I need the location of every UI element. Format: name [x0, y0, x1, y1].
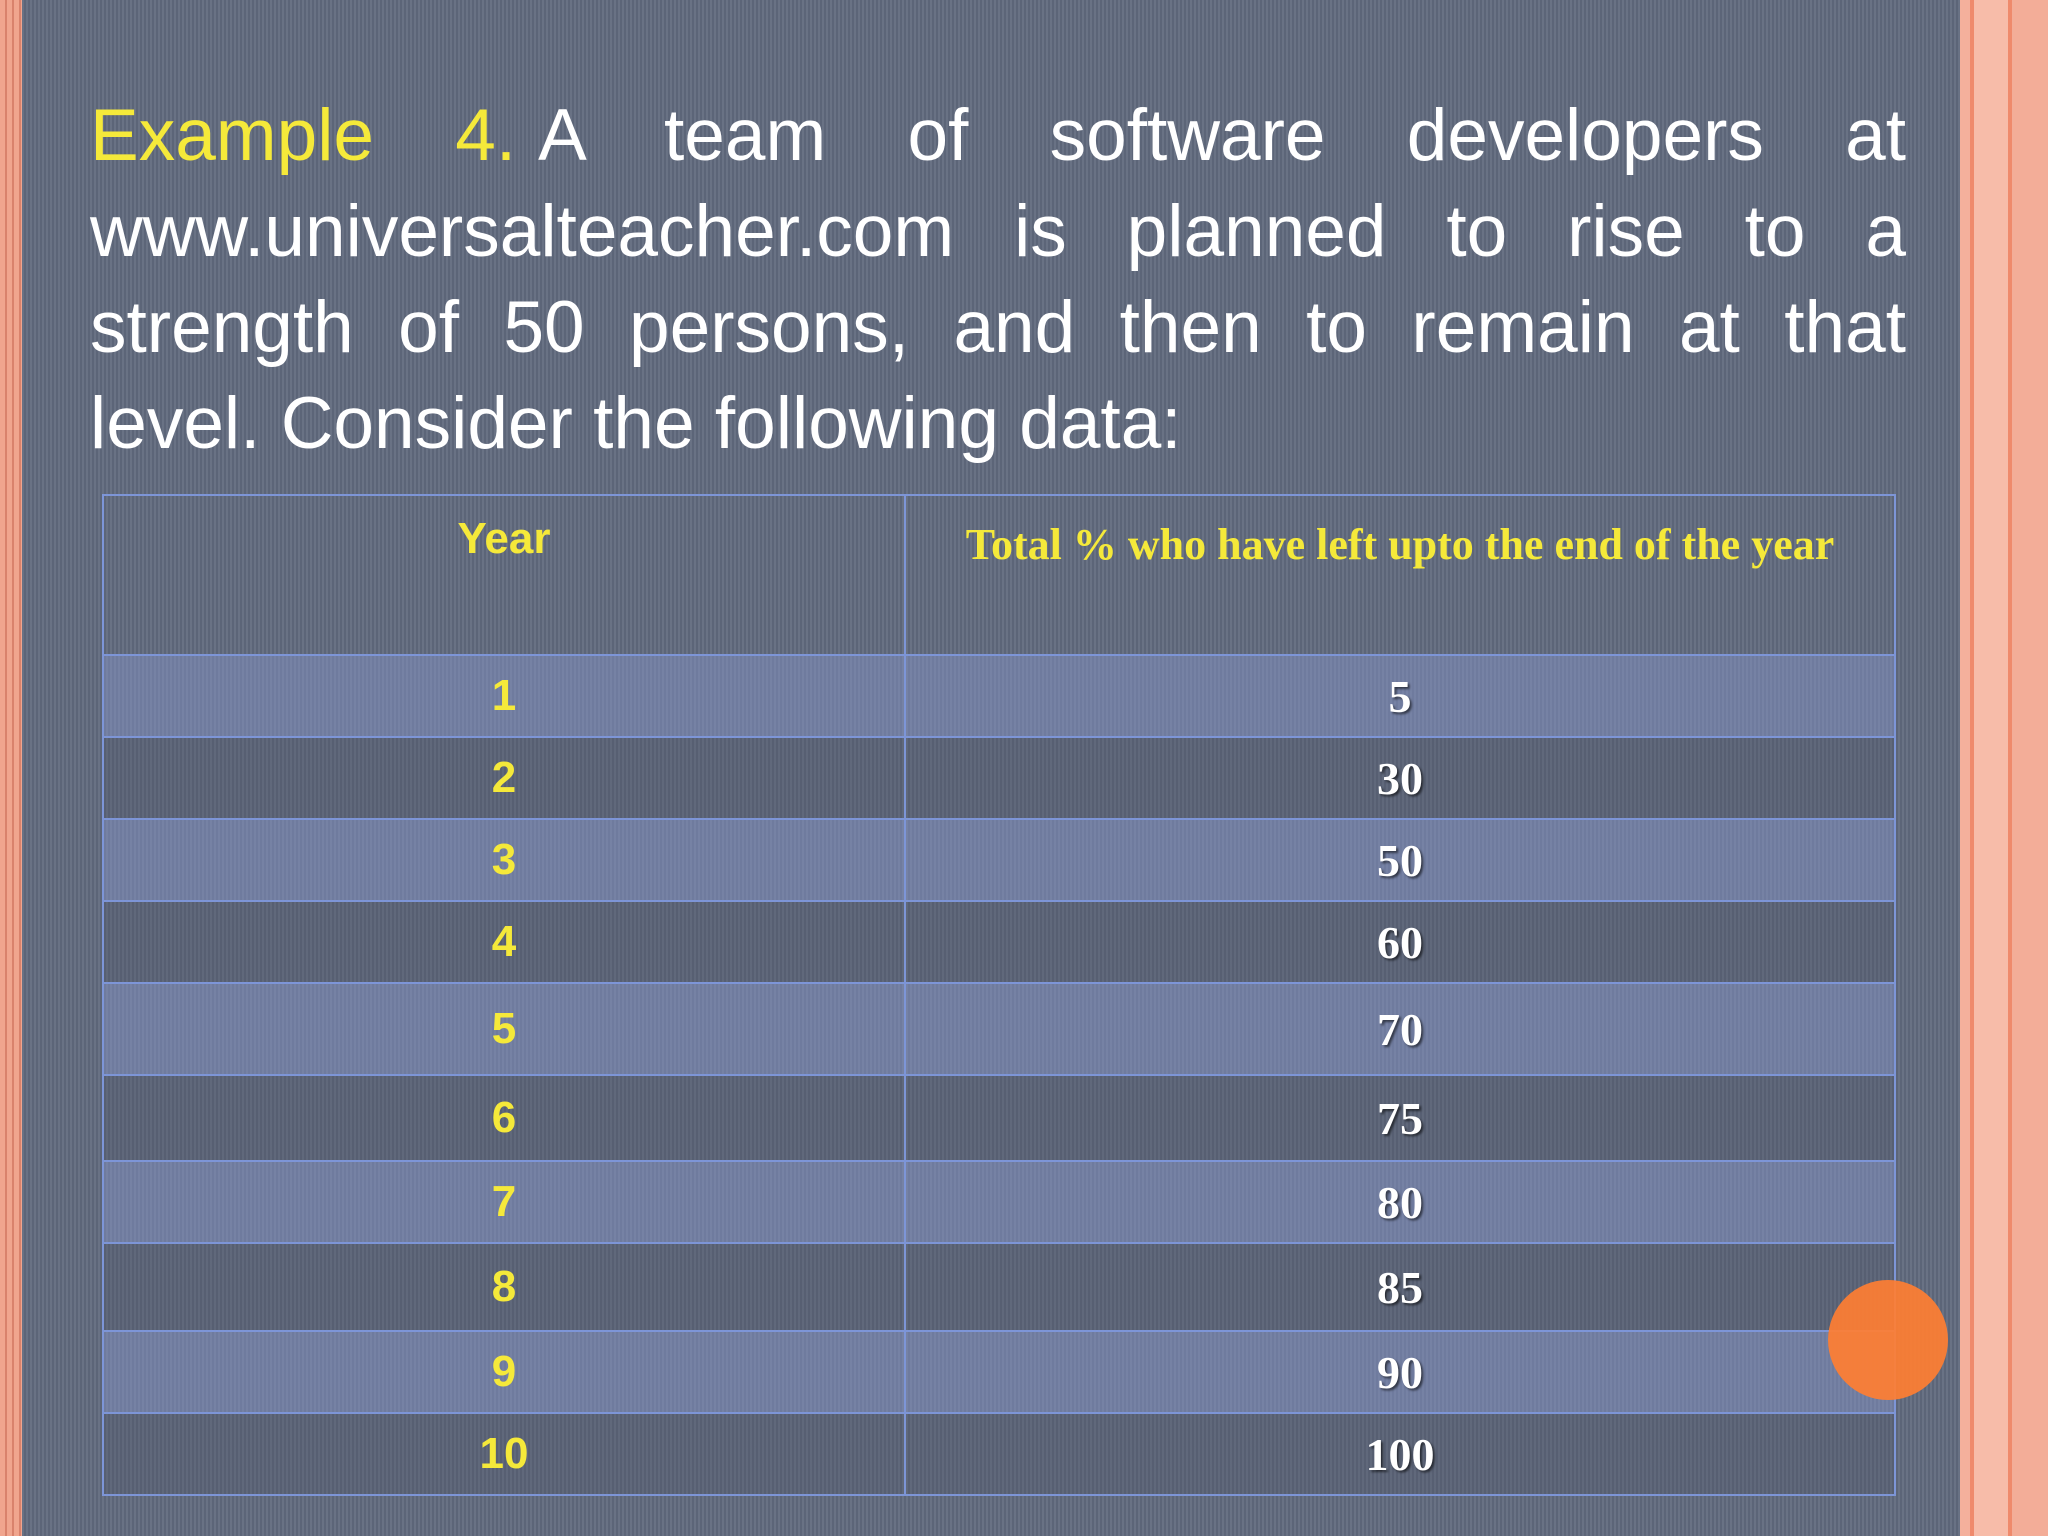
- year-cell: 4: [102, 900, 906, 984]
- table-row: 5 70: [102, 982, 1896, 1076]
- percent-left-cell: 60: [904, 900, 1896, 984]
- year-cell: 9: [102, 1330, 906, 1414]
- percent-left-cell: 75: [904, 1074, 1896, 1162]
- table-row: 10 100: [102, 1412, 1896, 1496]
- left-decorative-band: [0, 0, 22, 1536]
- year-cell: 6: [102, 1074, 906, 1162]
- percent-left-cell: 85: [904, 1242, 1896, 1332]
- heading-line-2: www.universalteacher.com is planned to r…: [90, 191, 1906, 272]
- heading-line-4: level. Consider the following data:: [90, 383, 1182, 464]
- table-row: 8 85: [102, 1242, 1896, 1332]
- slide-heading: Example 4. A team of software developers …: [90, 88, 1906, 472]
- year-cell: 2: [102, 736, 906, 820]
- table-row: 3 50: [102, 818, 1896, 902]
- heading-line-1: Example 4. A team of software developers …: [90, 95, 1906, 176]
- year-cell: 1: [102, 654, 906, 738]
- heading-line-3: strength of 50 persons, and then to rema…: [90, 287, 1906, 368]
- percent-left-cell: 100: [904, 1412, 1896, 1496]
- right-decorative-band: [1960, 0, 2048, 1536]
- year-cell: 10: [102, 1412, 906, 1496]
- table-row: 7 80: [102, 1160, 1896, 1244]
- year-cell: 5: [102, 982, 906, 1076]
- table-row: 2 30: [102, 736, 1896, 820]
- percent-left-column-header: Total % who have left upto the end of th…: [904, 494, 1896, 656]
- year-column-header: Year: [102, 494, 906, 656]
- percent-left-cell: 50: [904, 818, 1896, 902]
- year-cell: 7: [102, 1160, 906, 1244]
- example-label: Example 4.: [90, 95, 517, 176]
- attrition-table: Year Total % who have left upto the end …: [102, 494, 1896, 1496]
- table-row: 4 60: [102, 900, 1896, 984]
- table-header-row: Year Total % who have left upto the end …: [102, 494, 1896, 656]
- table-row: 6 75: [102, 1074, 1896, 1162]
- year-cell: 3: [102, 818, 906, 902]
- table-row: 9 90: [102, 1330, 1896, 1414]
- percent-left-cell: 80: [904, 1160, 1896, 1244]
- percent-left-cell: 5: [904, 654, 1896, 738]
- percent-left-cell: 70: [904, 982, 1896, 1076]
- year-cell: 8: [102, 1242, 906, 1332]
- decorative-orange-circle: [1828, 1280, 1948, 1400]
- percent-left-cell: 90: [904, 1330, 1896, 1414]
- percent-left-cell: 30: [904, 736, 1896, 820]
